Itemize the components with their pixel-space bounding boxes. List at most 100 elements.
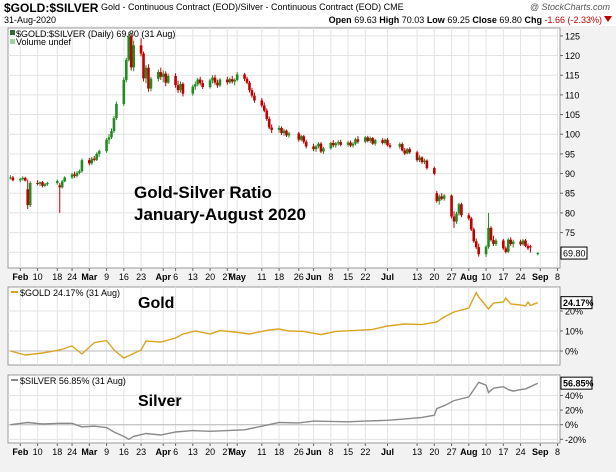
low-label: Low [426, 15, 445, 25]
gold-last-value-tag [560, 296, 593, 310]
candle-body [226, 79, 229, 83]
candle-body [383, 139, 387, 143]
gold-last-value-label: 24.17% [563, 298, 594, 308]
candle-body [95, 153, 99, 160]
high-label: High [379, 15, 400, 25]
candle-body [213, 77, 217, 83]
candle-body [181, 83, 185, 94]
candle-body [139, 45, 143, 54]
price-ytick-label: 120 [565, 51, 580, 61]
xaxis-bottom-xtick-label: 10 [481, 447, 491, 457]
silver-last-value-tag [560, 376, 593, 390]
xaxis-bottom-xtick-label: Sep [532, 447, 549, 457]
candle-body [245, 78, 249, 83]
xaxis-top-xtick-label: Mar [81, 272, 98, 282]
candle-body [381, 140, 384, 143]
candle-body [455, 213, 458, 222]
candle-body [366, 137, 370, 141]
xaxis-top-xtick-label: 16 [119, 272, 129, 282]
silver-panel [7, 374, 561, 444]
candle-body [36, 183, 39, 185]
candle-body [149, 78, 153, 89]
gold-legend: $GOLD 24.17% (31 Aug) [20, 288, 120, 298]
xaxis-top-xtick-label: 23 [136, 272, 146, 282]
candle-body [312, 146, 315, 150]
candle-body [440, 196, 444, 199]
candle-body [179, 83, 182, 91]
quote-date: 31-Aug-2020 [4, 15, 57, 25]
candle-body [166, 76, 170, 83]
candle-body [157, 72, 160, 79]
candle-body [46, 183, 49, 185]
xaxis-top-xtick-label: Apr [156, 272, 172, 282]
candle-body [265, 110, 269, 119]
candle-body [502, 240, 505, 249]
candle-body [107, 137, 111, 140]
candle-body [423, 160, 426, 163]
candle-body [371, 138, 375, 144]
candle-body [198, 79, 202, 84]
xaxis-top-xtick-label: 13 [188, 272, 198, 282]
xaxis-bottom-xtick-label: 24 [516, 447, 526, 457]
price-ytick-label: 100 [565, 130, 580, 140]
close-label: Close [472, 15, 497, 25]
candle-body [159, 72, 163, 77]
candle-body [420, 157, 424, 163]
candle-body [529, 246, 532, 248]
candle-body [484, 246, 488, 255]
xaxis-bottom-xtick-label: 24 [67, 447, 77, 457]
candle-body [88, 160, 91, 164]
change-label: Chg [524, 15, 542, 25]
candle-body [73, 174, 76, 176]
candle-body [11, 177, 15, 181]
candle-body [302, 136, 306, 142]
xaxis-bottom-xtick-label: 17 [498, 447, 508, 457]
xaxis-top-xtick-label: 22 [360, 272, 370, 282]
change-down-icon [604, 16, 612, 22]
candle-body [452, 216, 456, 222]
candle-body [492, 240, 495, 244]
brand-label[interactable]: @ StockCharts.com [529, 2, 610, 12]
candle-body [110, 131, 113, 138]
silver-ytick-label: 0% [565, 420, 578, 430]
candle-body [280, 127, 283, 134]
xaxis-bottom-xtick-label: 20 [205, 447, 215, 457]
candle-body [122, 79, 126, 104]
candle-body [334, 143, 338, 146]
price-ytick-label: 105 [565, 110, 580, 120]
candle-body [19, 179, 22, 181]
silver-label: Silver [138, 393, 182, 410]
price-last-value-tag [560, 246, 588, 260]
gold-ytick-label: 20% [565, 307, 583, 317]
xaxis-top-xtick-label: 20 [205, 272, 215, 282]
xaxis-top-xtick-label: 26 [294, 272, 304, 282]
volume-legend: Volume undef [16, 37, 72, 47]
silver-ytick-label: 20% [565, 406, 583, 416]
xaxis-bottom-xtick-label: 10 [33, 447, 43, 457]
xaxis-bottom-xtick-label: Feb [12, 447, 29, 457]
candle-body [26, 189, 30, 206]
candle-body [331, 142, 335, 146]
gold-ytick-label: 10% [565, 327, 583, 337]
symbol-description: Gold - Continuous Contract (EOD)/Silver … [101, 2, 404, 12]
open-label: Open [328, 15, 352, 25]
candle-body [460, 204, 463, 216]
xaxis-top-xtick-label: 10 [481, 272, 491, 282]
candle-body [297, 133, 301, 140]
candle-body [319, 143, 323, 152]
candle-body [211, 77, 214, 81]
candle-body [92, 158, 96, 160]
candle-body [349, 142, 352, 146]
candle-body [63, 177, 66, 182]
candle-body [489, 227, 493, 241]
candle-body [253, 95, 256, 101]
xaxis-top-xtick-label: 18 [274, 272, 284, 282]
candle-body [403, 150, 407, 154]
price-legend: $GOLD:$SILVER (Daily) 69.80 (31 Aug) [16, 29, 175, 39]
xaxis-bottom-xtick-label: 9 [104, 447, 109, 457]
candle-body [218, 79, 222, 86]
candle-body [477, 247, 480, 255]
candle-body [521, 240, 525, 245]
candle-body [287, 133, 291, 136]
candle-body [28, 183, 32, 206]
